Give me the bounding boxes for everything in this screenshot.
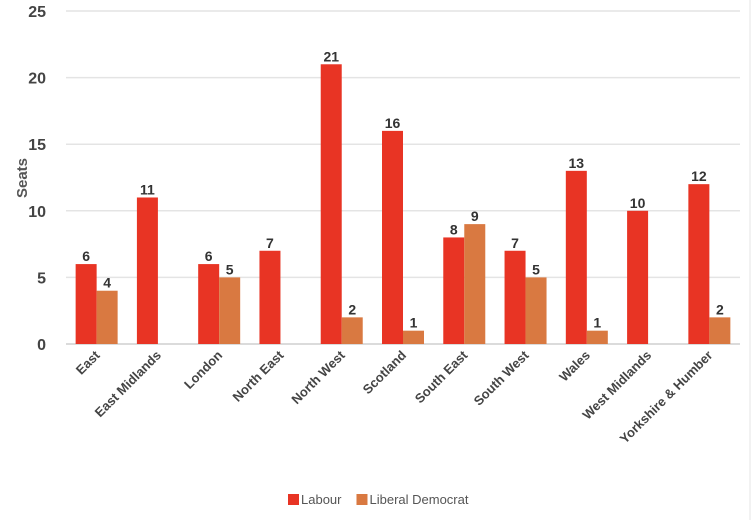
- bar-liberal-democrat: [219, 277, 241, 344]
- data-label: 6: [205, 248, 213, 264]
- bar-liberal-democrat: [525, 277, 547, 344]
- data-label: 21: [323, 48, 339, 64]
- x-tick-label: North West: [288, 347, 348, 407]
- x-tick-label: Scotland: [360, 347, 409, 396]
- legend-label: Liberal Democrat: [369, 492, 468, 507]
- bar-labour: [382, 130, 403, 344]
- bar-labour: [627, 210, 649, 344]
- y-tick-label: 5: [37, 270, 46, 287]
- data-label: 13: [569, 155, 585, 171]
- y-tick-label: 25: [28, 4, 46, 21]
- bar-labour: [565, 170, 587, 344]
- data-label: 16: [385, 115, 401, 131]
- bar-liberal-democrat: [403, 330, 424, 344]
- y-tick-label: 20: [28, 71, 46, 88]
- bar-labour: [136, 197, 158, 344]
- data-label: 1: [410, 315, 418, 331]
- data-label: 11: [140, 181, 155, 197]
- bar-liberal-democrat: [341, 317, 363, 344]
- x-tick-label: Wales: [556, 348, 593, 385]
- data-label: 7: [511, 235, 519, 251]
- y-tick-label: 10: [28, 204, 46, 221]
- legend-swatch-labour: [288, 494, 299, 505]
- bar-liberal-democrat: [586, 330, 608, 344]
- bar-labour: [443, 237, 465, 344]
- data-label: 2: [716, 301, 724, 317]
- bar-labour: [320, 64, 342, 344]
- bar-liberal-democrat: [709, 317, 731, 344]
- bar-liberal-democrat: [96, 290, 118, 344]
- bar-labour: [504, 250, 526, 344]
- x-tick-label: East: [73, 347, 103, 377]
- x-tick-label: North East: [229, 347, 287, 405]
- x-tick-label: South West: [471, 347, 532, 408]
- data-label: 12: [691, 168, 707, 184]
- data-label: 9: [471, 208, 479, 224]
- data-label: 5: [532, 261, 540, 277]
- data-label: 8: [450, 221, 458, 237]
- data-label: 5: [226, 261, 234, 277]
- legend-swatch-liberal-democrat: [356, 494, 368, 505]
- data-label: 10: [630, 195, 646, 211]
- y-tick-label: 0: [37, 337, 46, 354]
- y-axis-label: Seats: [14, 158, 31, 198]
- data-label: 6: [82, 248, 90, 264]
- data-label: 1: [593, 315, 601, 331]
- bar-labour: [259, 250, 281, 344]
- bar-labour: [198, 264, 220, 344]
- bar-liberal-democrat: [464, 224, 486, 344]
- bar-labour: [75, 264, 97, 344]
- data-label: 2: [348, 301, 356, 317]
- data-label: 7: [266, 235, 274, 251]
- data-label: 4: [103, 275, 111, 291]
- legend-label: Labour: [301, 492, 342, 507]
- x-tick-label: South East: [412, 347, 471, 406]
- x-tick-label: London: [181, 347, 225, 391]
- bar-labour: [688, 184, 710, 344]
- y-tick-label: 15: [28, 137, 46, 154]
